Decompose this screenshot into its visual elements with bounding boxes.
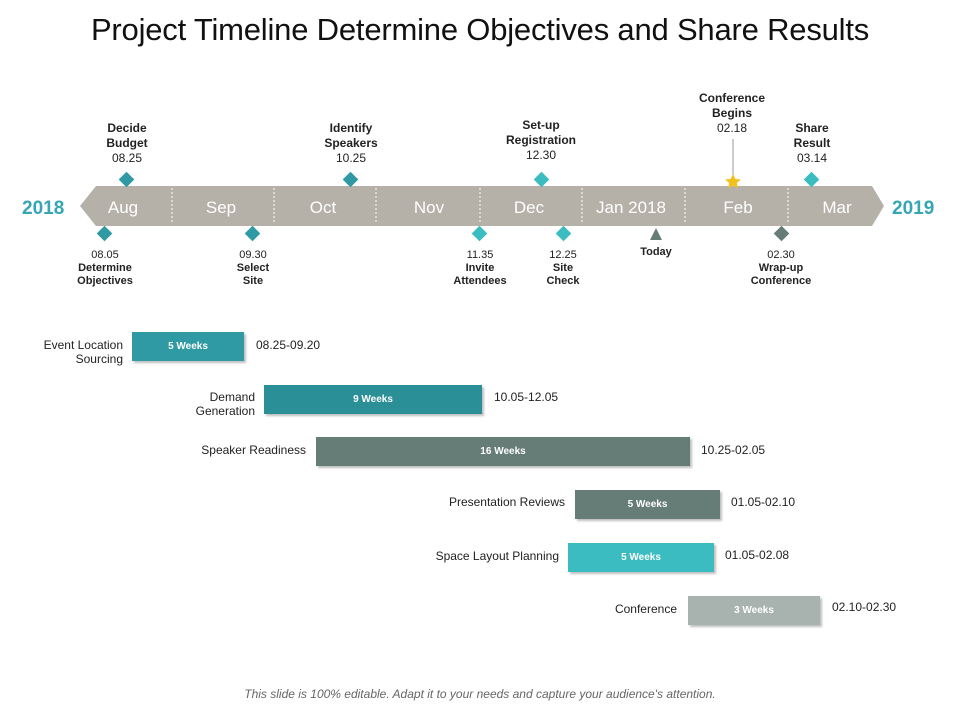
task-bar-speaker-readiness: 16 Weeks xyxy=(316,437,690,466)
task-range: 02.10-02.30 xyxy=(832,600,897,614)
milestone-determine-objectives: 08.05 Determine Objectives xyxy=(77,249,133,288)
timeline-band xyxy=(80,139,884,242)
task-label-line: Space Layout Planning xyxy=(435,549,559,563)
milestone-date: 08.05 xyxy=(91,249,119,261)
task-range: 10.25-02.05 xyxy=(701,443,766,457)
month-oct: Oct xyxy=(309,198,337,217)
milestone-name: Invite xyxy=(465,262,495,274)
milestone-date: 12.30 xyxy=(525,148,557,162)
task-range: 01.05-02.08 xyxy=(725,548,790,562)
milestone-date: 12.25 xyxy=(549,249,577,261)
task-bar-demand-generation: 9 Weeks xyxy=(264,385,482,414)
milestone-name: Budget xyxy=(106,136,148,150)
today-label: Today xyxy=(640,246,672,258)
milestone-name: Site xyxy=(242,275,264,287)
milestone-name: Objectives xyxy=(77,275,133,287)
task-range: 10.05-12.05 xyxy=(494,390,559,404)
end-year: 2019 xyxy=(892,198,935,219)
task-label-demand-generation: Demand Generation xyxy=(196,390,255,418)
milestone-name: Conference xyxy=(750,275,812,287)
milestone-date: 09.30 xyxy=(239,249,267,261)
task-label-line: Event Location xyxy=(43,338,123,352)
task-label-space-layout: Space Layout Planning xyxy=(436,549,559,563)
milestone-decide-budget: Decide Budget 08.25 xyxy=(106,121,147,166)
milestone-name: Share xyxy=(795,121,829,135)
task-bar-event-location: 5 Weeks xyxy=(132,332,244,361)
milestone-name: Determine xyxy=(78,262,132,274)
milestone-name: Identify xyxy=(329,121,373,135)
milestone-name: Check xyxy=(546,275,580,287)
task-label-line: Sourcing xyxy=(75,352,123,366)
month-dec: Dec xyxy=(513,198,545,217)
milestone-name: Attendees xyxy=(453,275,507,287)
task-label-conference: Conference xyxy=(615,602,677,616)
month-dividers xyxy=(171,188,789,224)
diamond-marker xyxy=(118,171,135,188)
timeline-arrow xyxy=(80,186,884,226)
diamond-marker xyxy=(555,225,572,242)
diamond-marker xyxy=(533,171,550,188)
diamond-marker xyxy=(244,225,261,242)
milestone-conference-begins: Conference Begins 02.18 xyxy=(699,91,765,136)
task-bar-conference: 3 Weeks xyxy=(688,596,820,625)
milestone-date: 08.25 xyxy=(111,151,143,165)
task-label-line: Conference xyxy=(614,602,677,616)
milestone-name: Conference xyxy=(698,91,766,105)
task-label-presentation-reviews: Presentation Reviews xyxy=(449,495,565,509)
milestone-setup-registration: Set-up Registration 12.30 xyxy=(506,118,576,163)
task-label-event-location: Event Location Sourcing xyxy=(44,338,123,366)
milestone-date: 03.14 xyxy=(796,151,828,165)
milestone-date: 10.25 xyxy=(335,151,367,165)
milestone-name: Registration xyxy=(505,133,577,147)
milestone-name: Result xyxy=(793,136,831,150)
milestone-name: Site xyxy=(552,262,574,274)
month-nov: Nov xyxy=(413,198,445,217)
month-aug: Aug xyxy=(107,198,139,217)
milestone-date: 11.35 xyxy=(466,249,494,261)
milestone-name: Set-up xyxy=(522,118,560,132)
month-mar: Mar xyxy=(822,198,852,217)
task-label-line: Generation xyxy=(195,404,255,418)
start-year: 2018 xyxy=(22,198,65,219)
milestone-name: Speakers xyxy=(324,136,378,150)
milestone-identify-speakers: Identify Speakers 10.25 xyxy=(324,121,377,166)
month-jan: Jan 2018 xyxy=(596,198,666,217)
milestone-name: Decide xyxy=(107,121,147,135)
milestone-select-site: 09.30 Select Site xyxy=(237,249,269,288)
diamond-marker xyxy=(773,225,790,242)
milestone-share-result: Share Result 03.14 xyxy=(794,121,831,166)
task-label-line: Presentation Reviews xyxy=(448,495,565,509)
month-feb: Feb xyxy=(723,198,753,217)
milestone-wrap-up-conference: 02.30 Wrap-up Conference xyxy=(751,249,812,288)
diamond-marker xyxy=(342,171,359,188)
task-label-line: Demand xyxy=(209,390,255,404)
footer-note: This slide is 100% editable. Adapt it to… xyxy=(244,687,716,701)
task-range: 01.05-02.10 xyxy=(731,495,796,509)
task-label-speaker-readiness: Speaker Readiness xyxy=(201,443,306,457)
task-bar-presentation-reviews: 5 Weeks xyxy=(575,490,720,519)
milestone-date: 02.30 xyxy=(767,249,795,261)
milestone-name: Wrap-up xyxy=(758,262,804,274)
star-icon xyxy=(725,174,741,189)
task-label-line: Speaker Readiness xyxy=(201,443,306,457)
month-sep: Sep xyxy=(205,198,237,217)
milestone-name: Begins xyxy=(711,106,752,120)
milestone-date: 02.18 xyxy=(716,121,748,135)
diamond-marker xyxy=(803,171,820,188)
diamond-marker xyxy=(96,225,113,242)
page-title: Project Timeline Determine Objectives an… xyxy=(90,12,870,47)
milestone-site-check: 12.25 Site Check xyxy=(546,249,579,288)
diamond-marker xyxy=(471,225,488,242)
today-triangle-icon xyxy=(650,228,662,240)
task-bar-space-layout: 5 Weeks xyxy=(568,543,714,572)
milestone-invite-attendees: 11.35 Invite Attendees xyxy=(453,249,506,288)
task-range: 08.25-09.20 xyxy=(256,338,321,352)
milestone-name: Select xyxy=(236,262,270,274)
